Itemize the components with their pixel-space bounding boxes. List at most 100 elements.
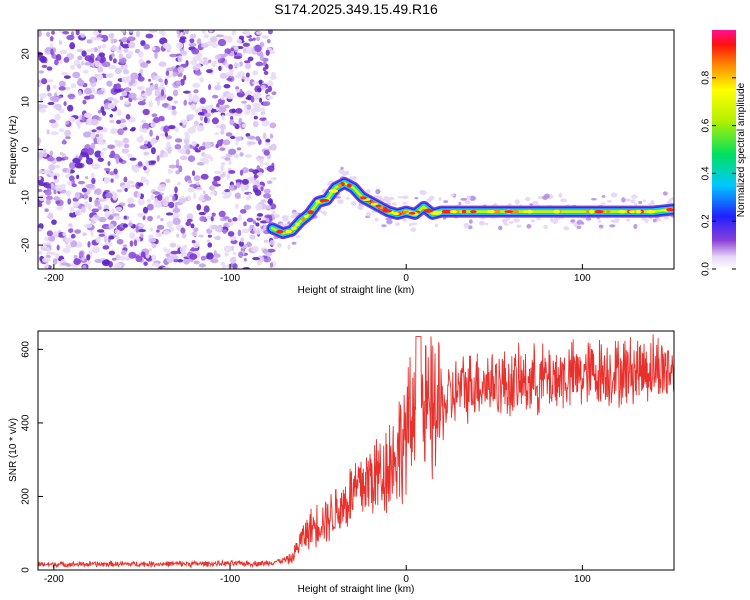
ridge-hotspot [432, 210, 441, 215]
noise-speckle [41, 257, 51, 263]
spectrogram-y-tick-label: 20 [21, 48, 32, 60]
ridge-halo-speckle [352, 176, 357, 181]
noise-speckle [82, 131, 92, 138]
ridge-halo-speckle [374, 217, 379, 222]
noise-speckle [137, 86, 143, 90]
noise-speckle [40, 244, 48, 252]
noise-speckle [162, 42, 171, 49]
noise-speckle [67, 180, 73, 186]
noise-speckle [220, 130, 225, 135]
ridge-halo-speckle [478, 221, 486, 226]
ridge-halo-speckle [532, 200, 539, 206]
noise-speckle [236, 147, 242, 151]
noise-speckle [239, 152, 244, 157]
noise-speckle [83, 223, 93, 229]
noise-speckle [74, 210, 80, 216]
ridge-halo-speckle [630, 199, 636, 204]
ridge-halo-speckle [642, 199, 646, 203]
spectrogram-y-tick-label: -20 [21, 237, 32, 252]
noise-speckle [120, 30, 126, 33]
noise-speckle [224, 189, 231, 193]
noise-speckle [62, 30, 70, 35]
noise-speckle [206, 69, 213, 74]
noise-speckle [118, 45, 122, 51]
noise-speckle [55, 156, 63, 162]
noise-speckle [190, 103, 197, 111]
noise-speckle [238, 240, 244, 247]
noise-speckle [211, 212, 216, 217]
ridge-halo-speckle [287, 221, 291, 225]
noise-speckle [263, 149, 270, 156]
ridge-hotspot [618, 209, 626, 214]
noise-speckle [116, 109, 122, 116]
noise-speckle [214, 225, 218, 232]
noise-speckle [48, 164, 56, 171]
noise-speckle [186, 213, 194, 221]
snr-series-line [38, 334, 674, 569]
noise-speckle [117, 128, 124, 136]
noise-speckle [252, 37, 256, 41]
noise-speckle [137, 191, 141, 199]
noise-speckle [67, 198, 72, 205]
ridge-hotspot [285, 229, 292, 234]
noise-speckle [135, 254, 143, 263]
noise-speckle [59, 80, 66, 88]
noise-speckle [165, 178, 171, 184]
noise-speckle [172, 89, 179, 97]
noise-speckle [50, 183, 54, 189]
noise-speckle [46, 230, 53, 237]
noise-speckle [253, 115, 258, 120]
noise-speckle [192, 124, 197, 130]
noise-speckle [38, 108, 47, 113]
noise-speckle [102, 61, 111, 68]
noise-speckle [180, 50, 188, 56]
noise-speckle [175, 80, 182, 86]
noise-speckle [107, 144, 116, 150]
noise-speckle [42, 169, 52, 175]
snr-x-ticks: -200 -100 0 100 [44, 565, 591, 585]
noise-speckle [47, 92, 52, 97]
noise-speckle [220, 94, 225, 101]
noise-speckle [253, 104, 261, 111]
noise-speckle [215, 107, 220, 112]
noise-speckle [103, 235, 108, 243]
noise-speckle [138, 223, 145, 227]
noise-speckle [140, 176, 147, 183]
noise-speckle [88, 196, 93, 203]
noise-speckle [230, 70, 234, 77]
noise-speckle [38, 182, 47, 187]
noise-speckle [241, 100, 248, 104]
noise-speckle [181, 232, 187, 239]
noise-speckle [214, 54, 222, 60]
noise-speckle [100, 56, 104, 64]
noise-speckle [183, 74, 187, 81]
noise-speckle [143, 165, 147, 171]
noise-speckle [187, 155, 196, 162]
noise-speckle [157, 194, 163, 201]
noise-speckle [86, 39, 92, 44]
ridge-halo-speckle [460, 197, 468, 201]
noise-speckle [156, 224, 165, 230]
noise-speckle [101, 44, 107, 49]
noise-speckle [263, 193, 272, 199]
ridge-halo-speckle [282, 218, 289, 222]
noise-speckle [188, 92, 193, 100]
noise-speckle [68, 175, 75, 182]
noise-speckle [137, 161, 143, 167]
ridge-hotspot [301, 216, 306, 222]
noise-speckle [222, 216, 230, 220]
noise-speckle [211, 94, 219, 99]
ridge-halo-speckle [438, 197, 442, 201]
noise-speckle [97, 198, 106, 202]
noise-speckle [203, 205, 210, 213]
noise-speckle [128, 30, 134, 33]
noise-speckle [38, 30, 42, 38]
noise-speckle [199, 115, 204, 121]
noise-speckle [52, 258, 58, 265]
noise-speckle [101, 110, 107, 116]
noise-speckle [93, 47, 99, 53]
noise-speckle [210, 216, 214, 222]
noise-speckle [226, 173, 231, 180]
snr-x-tick-label: 100 [574, 574, 591, 585]
